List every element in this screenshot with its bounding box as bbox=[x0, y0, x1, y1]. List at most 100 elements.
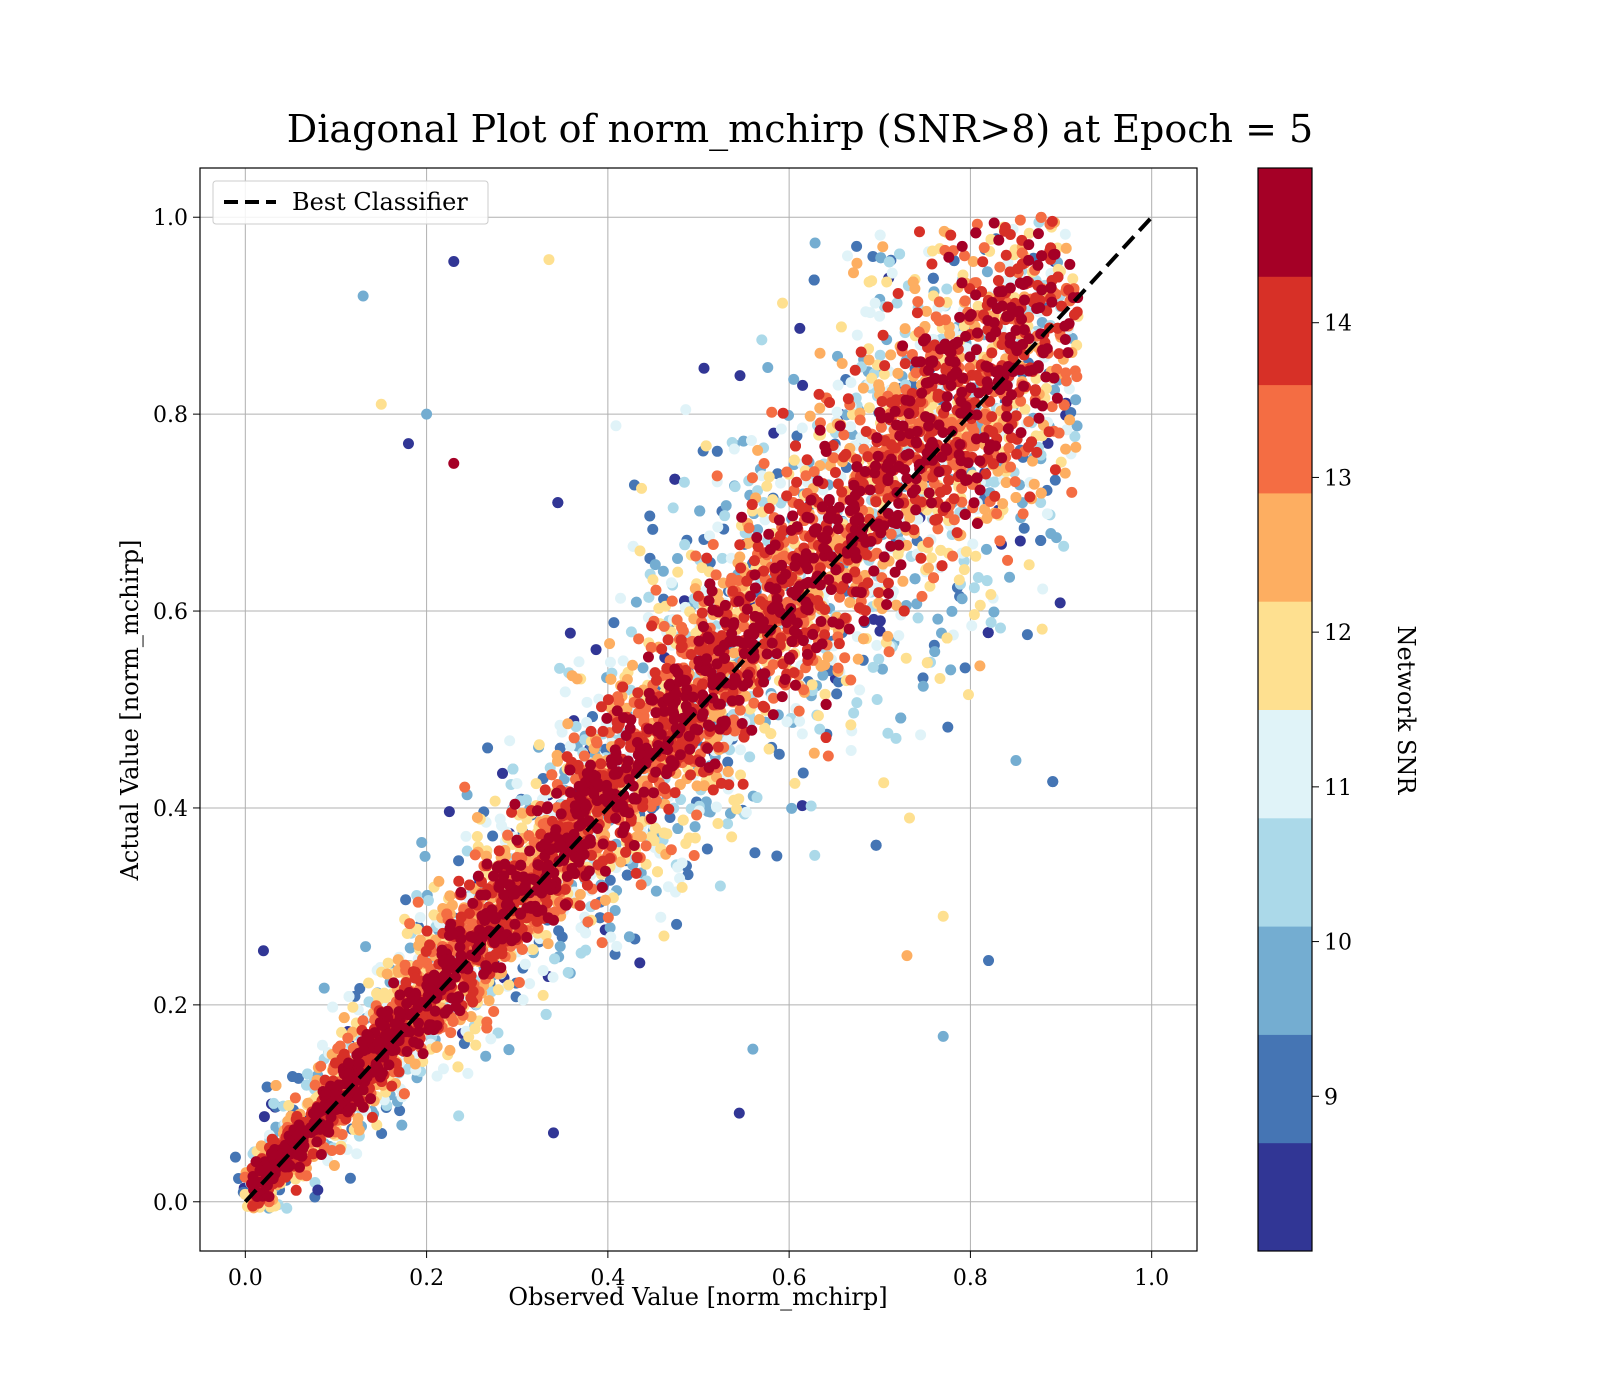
scatter-point bbox=[655, 911, 667, 923]
scatter-point bbox=[689, 821, 701, 833]
scatter-point bbox=[737, 778, 749, 790]
scatter-point bbox=[926, 258, 938, 270]
scatter-point bbox=[851, 257, 863, 269]
scatter-point bbox=[815, 660, 827, 672]
scatter-point bbox=[343, 991, 355, 1003]
scatter-point bbox=[1055, 456, 1067, 468]
scatter-point bbox=[731, 803, 743, 815]
scatter-point bbox=[964, 440, 976, 452]
scatter-point bbox=[447, 1016, 459, 1028]
scatter-point bbox=[554, 662, 566, 674]
scatter-point bbox=[485, 1033, 497, 1045]
scatter-point bbox=[459, 781, 471, 793]
scatter-point bbox=[562, 718, 574, 730]
scatter-point bbox=[1027, 455, 1039, 467]
scatter-point bbox=[746, 472, 758, 484]
scatter-point bbox=[791, 430, 803, 442]
scatter-point bbox=[979, 503, 991, 515]
scatter-point bbox=[437, 1063, 449, 1075]
scatter-point bbox=[781, 490, 793, 502]
scatter-point bbox=[647, 574, 659, 586]
scatter-point bbox=[913, 226, 925, 238]
scatter-point bbox=[989, 476, 1001, 488]
scatter-point bbox=[734, 704, 746, 716]
scatter-point bbox=[862, 577, 874, 589]
scatter-point bbox=[1023, 559, 1035, 571]
scatter-point bbox=[574, 900, 586, 912]
scatter-point bbox=[806, 679, 818, 691]
scatter-point bbox=[814, 723, 826, 735]
scatter-point bbox=[982, 627, 994, 639]
scatter-point bbox=[712, 741, 724, 753]
scatter-point bbox=[694, 505, 706, 517]
scatter-point bbox=[857, 382, 869, 394]
scatter-point bbox=[511, 777, 523, 789]
scatter-point bbox=[819, 688, 831, 700]
scatter-point bbox=[796, 422, 808, 434]
scatter-point bbox=[433, 875, 445, 887]
scatter-point bbox=[590, 644, 602, 656]
scatter-point bbox=[874, 349, 886, 361]
scatter-point bbox=[941, 283, 953, 295]
scatter-point bbox=[991, 508, 1003, 520]
scatter-point bbox=[854, 684, 866, 696]
scatter-point bbox=[972, 572, 984, 584]
scatter-point bbox=[968, 609, 980, 621]
scatter-point bbox=[1009, 476, 1021, 488]
scatter-point bbox=[796, 728, 808, 740]
scatter-point bbox=[832, 379, 844, 391]
scatter-point bbox=[701, 843, 713, 855]
scatter-point bbox=[766, 406, 778, 418]
scatter-point bbox=[357, 1015, 369, 1027]
scatter-point bbox=[671, 918, 683, 930]
scatter-point bbox=[610, 420, 622, 432]
scatter-point bbox=[752, 524, 764, 536]
scatter-point bbox=[798, 684, 810, 696]
scatter-point bbox=[735, 562, 747, 574]
scatter-point bbox=[971, 218, 983, 230]
scatter-point bbox=[981, 266, 993, 278]
scatter-point bbox=[1059, 228, 1071, 240]
scatter-point bbox=[578, 750, 590, 762]
scatter-point bbox=[636, 482, 648, 494]
scatter-point bbox=[1021, 629, 1033, 641]
scatter-point bbox=[726, 572, 738, 584]
scatter-point bbox=[909, 573, 921, 585]
scatter-point bbox=[844, 596, 856, 608]
scatter-point bbox=[634, 957, 646, 969]
scatter-point bbox=[453, 855, 465, 867]
scatter-point bbox=[901, 539, 913, 551]
scatter-point bbox=[352, 1112, 364, 1124]
scatter-point bbox=[480, 1050, 492, 1062]
scatter-point bbox=[1058, 399, 1070, 411]
scatter-point bbox=[574, 888, 586, 900]
scatter-point bbox=[929, 646, 941, 658]
scatter-point bbox=[852, 653, 864, 665]
scatter-point bbox=[892, 548, 904, 560]
scatter-point bbox=[959, 295, 971, 307]
scatter-point bbox=[972, 300, 984, 312]
scatter-point bbox=[666, 595, 678, 607]
scatter-point bbox=[829, 467, 841, 479]
scatter-points bbox=[229, 211, 1084, 1214]
scatter-point bbox=[585, 725, 597, 737]
scatter-point bbox=[910, 367, 922, 379]
scatter-point bbox=[608, 617, 620, 629]
scatter-point bbox=[287, 1071, 299, 1083]
scatter-point bbox=[580, 927, 592, 939]
scatter-point bbox=[650, 885, 662, 897]
scatter-point bbox=[1003, 442, 1015, 454]
scatter-point bbox=[922, 562, 934, 574]
scatter-point bbox=[763, 743, 775, 755]
scatter-point bbox=[589, 898, 601, 910]
scatter-point bbox=[566, 670, 578, 682]
scatter-point bbox=[756, 334, 768, 346]
scatter-point bbox=[873, 379, 885, 391]
scatter-point bbox=[516, 822, 528, 834]
scatter-point bbox=[316, 1039, 328, 1051]
scatter-point bbox=[283, 1099, 295, 1111]
scatter-point bbox=[877, 241, 889, 253]
scatter-point bbox=[315, 1060, 327, 1072]
scatter-point bbox=[1014, 535, 1026, 547]
scatter-point bbox=[797, 767, 809, 779]
